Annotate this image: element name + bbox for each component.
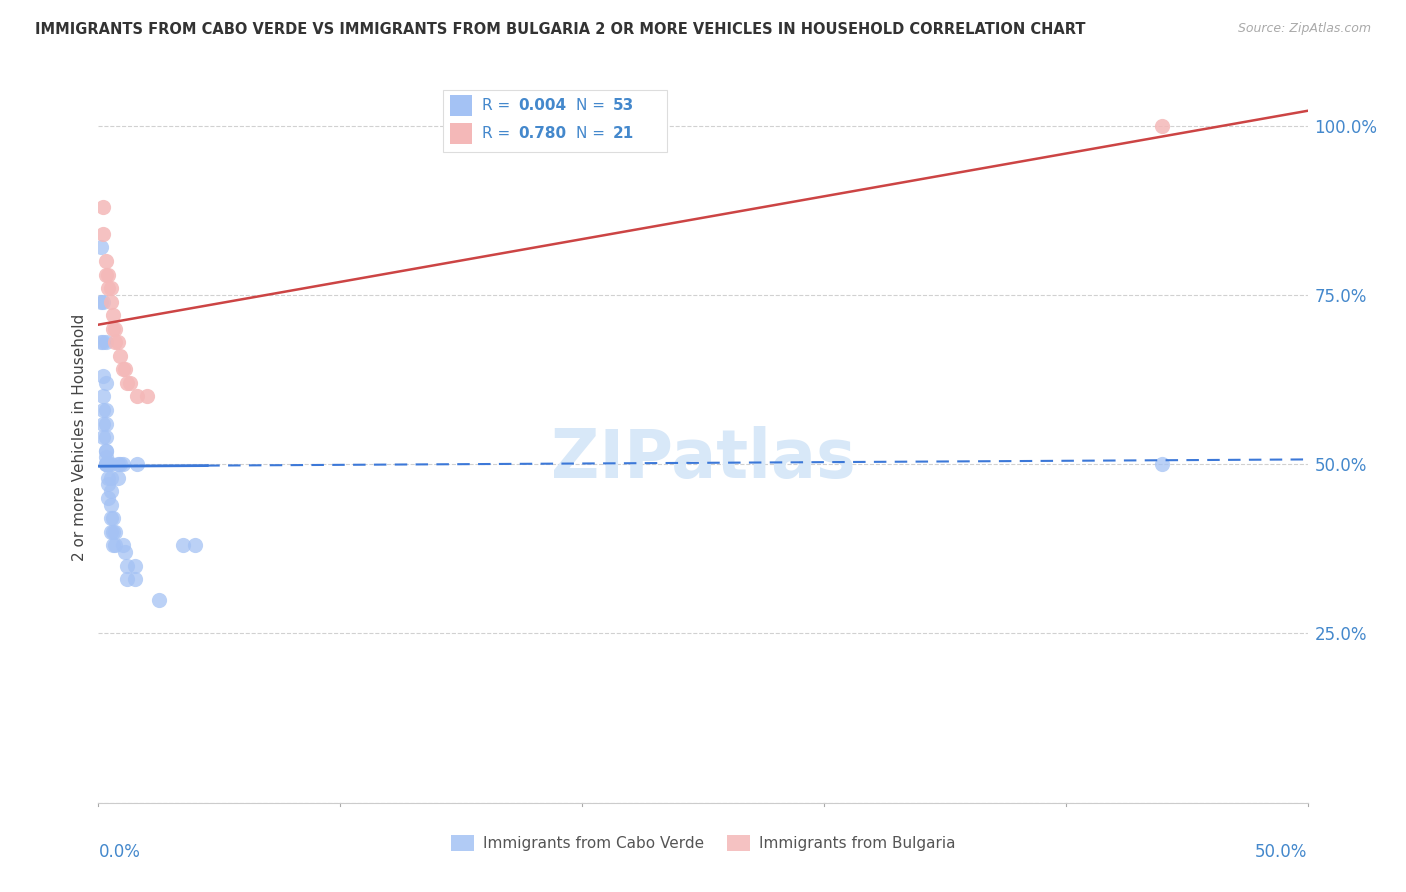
Text: 50.0%: 50.0% [1256, 843, 1308, 861]
Point [104, 335, 127, 350]
Text: ZIPatlas: ZIPatlas [551, 426, 855, 492]
Point [172, 538, 194, 552]
Point [91, 294, 114, 309]
Point [94, 443, 117, 458]
Point [101, 308, 124, 322]
Point [135, 389, 157, 403]
Point [107, 335, 129, 350]
Point [91, 200, 114, 214]
Point [100, 471, 122, 485]
Point [100, 457, 122, 471]
Point [91, 403, 114, 417]
Point [104, 322, 127, 336]
Point [97, 457, 120, 471]
Text: Source: ZipAtlas.com: Source: ZipAtlas.com [1237, 22, 1371, 36]
Point [108, 349, 131, 363]
Point [111, 362, 134, 376]
Point [90, 240, 112, 254]
Point [1152, 119, 1174, 133]
Point [1152, 457, 1174, 471]
FancyBboxPatch shape [443, 90, 666, 152]
Point [114, 545, 136, 559]
Point [100, 524, 122, 539]
Point [94, 268, 117, 282]
Point [91, 335, 114, 350]
Point [94, 417, 117, 431]
Point [90, 294, 112, 309]
Text: R =: R = [482, 98, 515, 113]
Point [104, 538, 127, 552]
Point [184, 538, 207, 552]
Point [91, 417, 114, 431]
Text: N =: N = [576, 98, 610, 113]
Text: IMMIGRANTS FROM CABO VERDE VS IMMIGRANTS FROM BULGARIA 2 OR MORE VEHICLES IN HOU: IMMIGRANTS FROM CABO VERDE VS IMMIGRANTS… [35, 22, 1085, 37]
Point [94, 443, 117, 458]
Point [97, 457, 120, 471]
Point [127, 457, 149, 471]
Point [124, 558, 146, 573]
Point [117, 376, 139, 390]
Text: 53: 53 [613, 98, 634, 113]
Point [127, 389, 149, 403]
Point [117, 572, 139, 586]
Point [94, 457, 117, 471]
Point [91, 389, 114, 403]
Text: 21: 21 [613, 126, 634, 141]
Point [94, 450, 117, 465]
Point [101, 511, 124, 525]
Point [124, 572, 146, 586]
Y-axis label: 2 or more Vehicles in Household: 2 or more Vehicles in Household [72, 313, 87, 561]
Point [101, 524, 124, 539]
Legend: Immigrants from Cabo Verde, Immigrants from Bulgaria: Immigrants from Cabo Verde, Immigrants f… [444, 830, 962, 857]
Point [94, 430, 117, 444]
Point [97, 491, 120, 505]
Point [107, 471, 129, 485]
Point [100, 498, 122, 512]
Text: 0.004: 0.004 [517, 98, 567, 113]
Point [90, 335, 112, 350]
Point [97, 281, 120, 295]
Point [94, 254, 117, 268]
Point [97, 477, 120, 491]
Text: 0.0%: 0.0% [98, 843, 141, 861]
Text: N =: N = [576, 126, 610, 141]
Point [100, 281, 122, 295]
Point [100, 294, 122, 309]
Point [97, 457, 120, 471]
Point [91, 227, 114, 241]
Point [111, 457, 134, 471]
FancyBboxPatch shape [450, 95, 472, 116]
Text: 0.780: 0.780 [517, 126, 567, 141]
Point [111, 538, 134, 552]
Point [91, 369, 114, 384]
Point [104, 524, 127, 539]
FancyBboxPatch shape [450, 123, 472, 144]
Point [94, 403, 117, 417]
Point [94, 457, 117, 471]
Point [107, 457, 129, 471]
Point [101, 538, 124, 552]
Point [94, 335, 117, 350]
Text: R =: R = [482, 126, 515, 141]
Point [94, 457, 117, 471]
Point [100, 484, 122, 499]
Point [148, 592, 170, 607]
Point [94, 376, 117, 390]
Point [91, 430, 114, 444]
Point [118, 376, 141, 390]
Point [101, 322, 124, 336]
Point [114, 362, 136, 376]
Point [108, 457, 131, 471]
Point [97, 268, 120, 282]
Point [100, 511, 122, 525]
Point [97, 471, 120, 485]
Point [117, 558, 139, 573]
